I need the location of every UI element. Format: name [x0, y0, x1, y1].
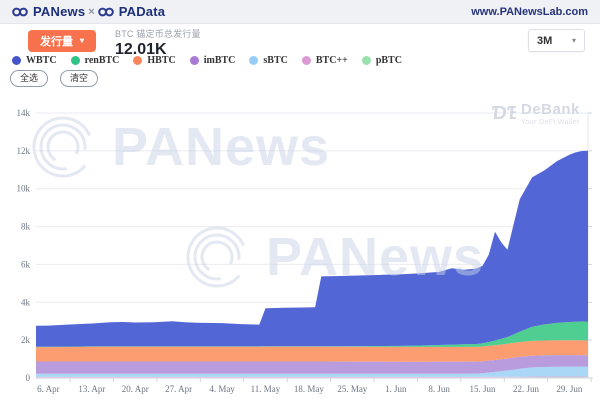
legend-label: HBTC: [147, 55, 176, 66]
y-tick-label: 0: [26, 373, 31, 383]
legend-label: imBTC: [203, 55, 236, 66]
y-tick-label: 8k: [21, 222, 31, 232]
x-tick-label: 4. May: [209, 384, 235, 394]
x-tick-label: 15. Jun: [470, 384, 497, 394]
x-tick-label: 27. Apr: [165, 384, 192, 394]
metric-dropdown-label: 发行量: [39, 36, 73, 48]
y-tick-label: 6k: [21, 259, 31, 269]
legend-label: pBTC: [375, 55, 402, 66]
range-select[interactable]: 3M ▾: [528, 29, 585, 52]
legend-label: BTC++: [315, 55, 348, 66]
brand-panews: PANews: [12, 4, 85, 19]
metric-value: 12.01K: [115, 41, 167, 58]
x-tick-label: 11. May: [251, 384, 281, 394]
legend-dot-icon: [70, 56, 80, 65]
brand-separator: ×: [88, 5, 95, 18]
x-tick-label: 1. Jun: [385, 384, 407, 394]
legend-label: sBTC: [263, 55, 288, 66]
select-all-button[interactable]: 全选: [10, 70, 49, 87]
x-tick-label: 22. Jun: [513, 384, 540, 394]
y-tick-label: 2k: [21, 335, 31, 345]
brand-panews-text: PANews: [33, 4, 86, 19]
clear-button[interactable]: 清空: [60, 70, 99, 87]
range-select-value: 3M: [537, 34, 553, 47]
caret-down-icon: ▾: [571, 36, 576, 45]
site-url-link[interactable]: www.PANewsLab.com: [471, 5, 588, 18]
legend-item-BTC++[interactable]: BTC++: [301, 55, 348, 66]
legend-item-pBTC[interactable]: pBTC: [361, 55, 402, 66]
chart-legend: WBTC renBTC HBTC imBTC sBTC BTC++ pBTC: [12, 55, 416, 66]
x-tick-label: 18. May: [294, 384, 324, 394]
legend-filter-buttons: 全选 清空: [10, 70, 99, 87]
legend-item-imBTC[interactable]: imBTC: [189, 55, 236, 66]
brand-padata-text: PAData: [118, 4, 166, 19]
legend-dot-icon: [189, 56, 199, 65]
legend-item-HBTC[interactable]: HBTC: [133, 55, 176, 66]
area-BTC++: [36, 376, 588, 378]
y-tick-label: 12k: [17, 146, 31, 156]
brand-padata: PAData: [97, 4, 166, 19]
legend-dot-icon: [12, 56, 21, 65]
metric-block: BTC 锚定币总发行量 12.01K: [115, 27, 201, 59]
legend-dot-icon: [133, 56, 143, 65]
area-sBTC: [36, 366, 588, 377]
area-imBTC: [36, 355, 588, 374]
x-tick-label: 20. Apr: [122, 384, 149, 394]
y-tick-label: 14k: [17, 108, 31, 118]
legend-dot-icon: [301, 56, 311, 65]
topbar: PANews × PAData www.PANewsLab.com: [0, 0, 600, 24]
legend-label: renBTC: [84, 55, 120, 66]
padata-logo-icon: [97, 7, 114, 16]
legend-item-renBTC[interactable]: renBTC: [70, 55, 120, 66]
x-tick-label: 29. Jun: [556, 384, 583, 394]
legend-label: WBTC: [26, 55, 57, 66]
x-tick-label: 6. Apr: [37, 384, 60, 394]
y-tick-label: 4k: [21, 297, 31, 307]
y-tick-label: 10k: [17, 184, 31, 194]
panews-logo-icon: [12, 7, 28, 16]
metric-dropdown-button[interactable]: 发行量 ▾: [28, 30, 96, 52]
legend-dot-icon: [361, 56, 371, 65]
legend-item-WBTC[interactable]: WBTC: [12, 55, 57, 66]
area-WBTC: [36, 150, 588, 347]
stacked-area-chart: 0 2k 4k 6k 8k 10k 12k 14k 6. Apr 13. Apr 20. Apr 27…: [17, 108, 593, 394]
legend-item-sBTC[interactable]: sBTC: [249, 55, 288, 66]
caret-down-icon: ▾: [79, 36, 84, 45]
legend-dot-icon: [249, 56, 259, 65]
x-tick-label: 13. Apr: [78, 384, 105, 394]
area-HBTC: [36, 340, 588, 362]
x-tick-label: 25. May: [337, 384, 367, 394]
metric-title: BTC 锚定币总发行量: [115, 29, 201, 39]
x-tick-label: 8. Jun: [428, 384, 450, 394]
